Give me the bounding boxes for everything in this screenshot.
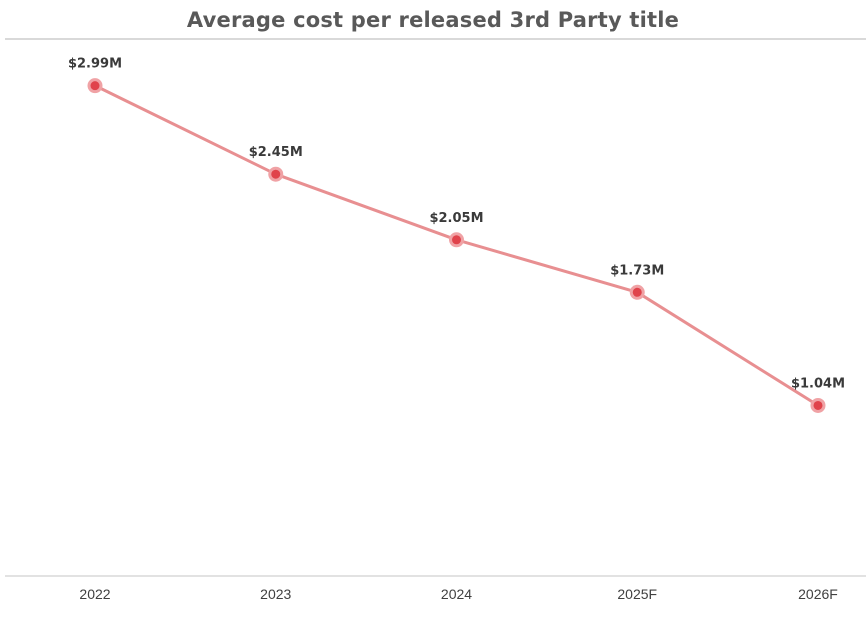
data-label-2026F: $1.04M	[791, 376, 845, 391]
data-label-2025F: $1.73M	[610, 263, 664, 278]
x-tick-layer: 2022 2023 2024 2025F 2026F	[79, 586, 837, 602]
chart-title: Average cost per released 3rd Party titl…	[186, 8, 680, 32]
data-point-2023[interactable]	[268, 166, 284, 182]
x-tick-label-2023: 2023	[260, 586, 291, 602]
data-point-2025F[interactable]	[629, 284, 645, 300]
data-point-dot	[813, 400, 823, 410]
data-label-2024: $2.05M	[429, 211, 483, 226]
x-tick-label-2022: 2022	[79, 586, 110, 602]
data-point-2022[interactable]	[87, 78, 103, 94]
data-point-dot	[452, 235, 461, 245]
data-label-2023: $2.45M	[249, 145, 303, 160]
x-tick-label-2026F: 2026F	[798, 586, 838, 602]
series-layer	[87, 78, 826, 413]
data-point-2024[interactable]	[449, 232, 464, 248]
data-label-layer: $2.99M $2.45M $2.05M $1.73M $1.04M	[68, 57, 845, 392]
data-label-2022: $2.99M	[68, 57, 122, 72]
x-tick-label-2024: 2024	[441, 586, 472, 602]
data-point-dot	[632, 287, 642, 297]
data-point-dot	[271, 169, 281, 179]
data-point-2026F[interactable]	[810, 397, 826, 413]
x-tick-label-2025F: 2025F	[617, 586, 657, 602]
title-divider	[5, 38, 866, 40]
data-point-dot	[90, 81, 100, 91]
